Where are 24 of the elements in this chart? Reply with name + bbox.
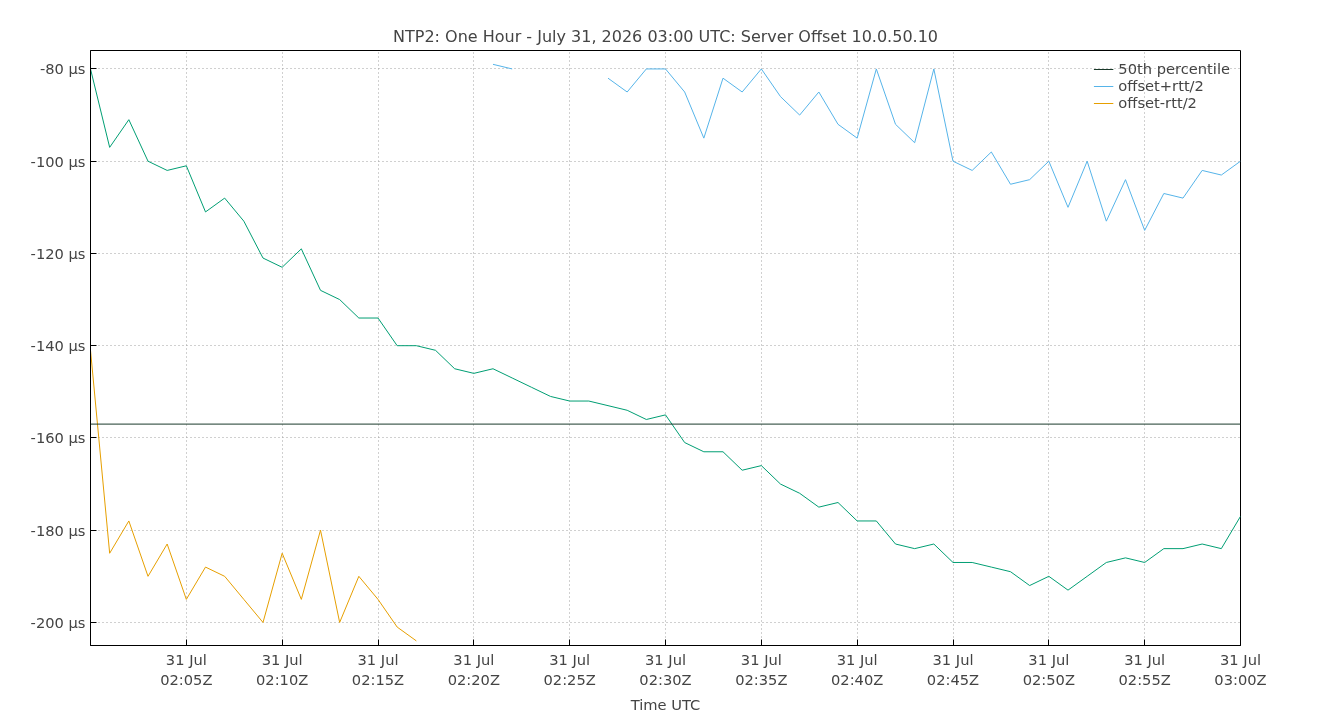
x-tick-label: 31 Jul 02:40Z [831, 650, 884, 688]
x-tick-label: 31 Jul 02:50Z [1022, 650, 1075, 688]
x-tick-label: 31 Jul 02:15Z [351, 650, 405, 688]
x-axis-title: Time UTC [629, 695, 701, 713]
chart-title: NTP2: One Hour - July 31, 2026 03:00 UTC: Server Offset 10.0.50.10 [393, 26, 939, 46]
x-tick-label: 31 Jul 02:25Z [543, 650, 596, 688]
x-tick-label: 31 Jul 02:20Z [447, 650, 500, 688]
y-tick-label: -160 µs [30, 429, 86, 447]
x-tick-label: 31 Jul 02:35Z [735, 650, 788, 688]
legend-label: 50th percentile [1118, 60, 1230, 77]
y-tick-label: -120 µs [30, 244, 86, 262]
y-tick-label: -100 µs [30, 152, 86, 170]
y-tick-label: -80 µs [39, 60, 86, 78]
x-tick-label: 31 Jul 02:10Z [256, 650, 309, 688]
x-tick-label: 31 Jul 02:05Z [160, 650, 213, 688]
legend-label: offset+rtt/2 [1118, 77, 1204, 94]
x-tick-label: 31 Jul 02:55Z [1118, 650, 1171, 688]
legend-label: offset-rtt/2 [1118, 94, 1197, 111]
x-tick-label: 31 Jul 03:00Z [1214, 650, 1267, 688]
y-tick-label: -200 µs [30, 613, 86, 631]
y-tick-label: -140 µs [30, 337, 86, 355]
y-tick-label: -180 µs [30, 521, 86, 539]
x-tick-label: 31 Jul 02:45Z [926, 650, 980, 688]
x-tick-label: 31 Jul 02:30Z [639, 650, 692, 688]
